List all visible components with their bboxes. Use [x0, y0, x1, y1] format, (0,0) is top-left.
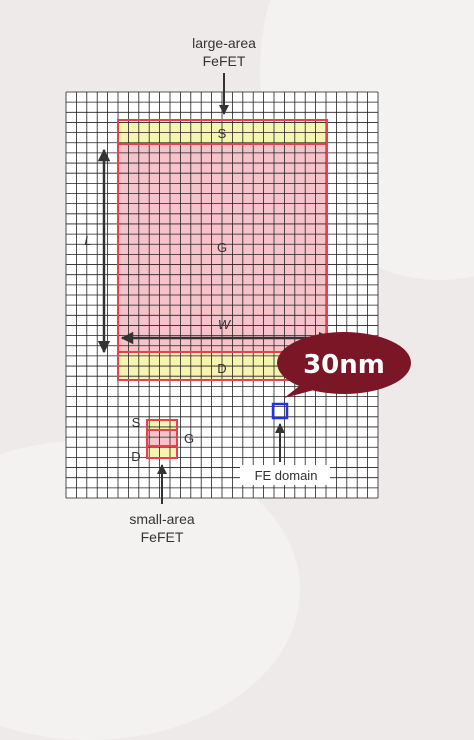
large-gate-label: G — [217, 240, 227, 255]
width-label: W — [218, 317, 232, 332]
size-callout: 30nm — [277, 332, 411, 398]
small-gate-region — [147, 430, 177, 446]
small-drain-label: D — [131, 449, 140, 464]
fe-domain-box — [271, 402, 289, 420]
length-label: L — [84, 233, 91, 248]
large-drain-label: D — [217, 361, 226, 376]
grid-lines — [65, 91, 379, 499]
fefet-diagram: large-area FeFET S G D L W 30nm S G D FE… — [65, 35, 411, 545]
large-area-label-line1: large-area — [192, 35, 256, 51]
fe-domain-label-bg — [240, 465, 330, 485]
large-source-label: S — [218, 126, 227, 141]
small-source-label: S — [132, 415, 141, 430]
small-drain-region — [147, 446, 177, 458]
large-source-region — [118, 120, 327, 144]
callout-text: 30nm — [303, 350, 385, 380]
small-source-region — [147, 420, 177, 430]
fe-domain-label: FE domain — [255, 468, 318, 483]
large-gate-region — [118, 144, 327, 352]
large-fet-outline — [117, 119, 328, 381]
small-area-label-line2: FeFET — [141, 529, 184, 545]
large-area-label-line2: FeFET — [203, 53, 246, 69]
callout-bubble — [277, 332, 411, 394]
small-fet-outline — [146, 419, 178, 459]
small-gate-label: G — [184, 431, 194, 446]
small-area-label-line1: small-area — [129, 511, 195, 527]
